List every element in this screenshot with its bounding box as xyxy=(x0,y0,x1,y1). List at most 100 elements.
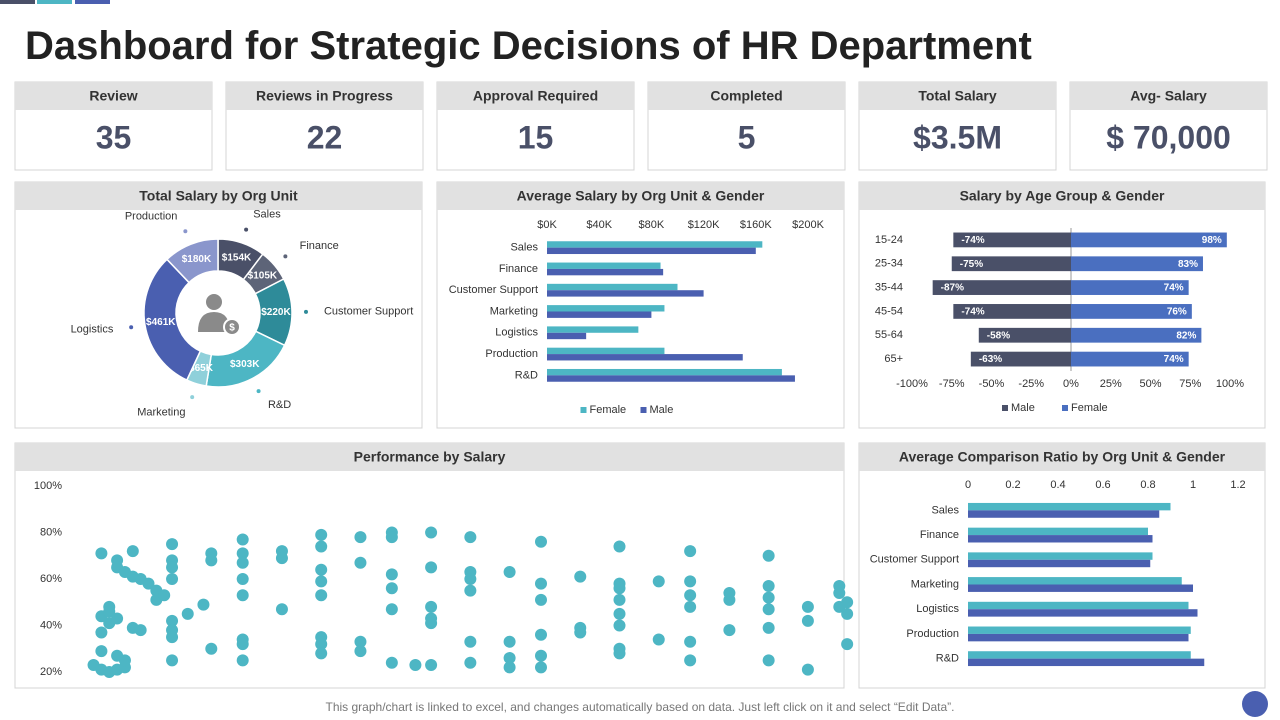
bar xyxy=(953,304,1071,319)
page-title: Dashboard for Strategic Decisions of HR … xyxy=(25,24,1032,68)
bar xyxy=(968,601,1189,610)
kpi-value: 22 xyxy=(307,119,343,155)
y-tick-label: 20% xyxy=(40,666,62,678)
scatter-point xyxy=(315,575,328,588)
legend-label: Male xyxy=(1011,402,1035,414)
scatter-point xyxy=(652,633,665,646)
scatter-point xyxy=(613,607,626,620)
scatter-point xyxy=(95,626,108,639)
scatter-point xyxy=(111,612,124,625)
y-category-label: 15-24 xyxy=(875,234,903,246)
x-tick-label: $80K xyxy=(639,219,665,231)
bar-value-label: -87% xyxy=(941,283,964,294)
bar xyxy=(932,280,1071,295)
bar xyxy=(968,577,1182,585)
bar-value-label: -74% xyxy=(961,307,984,318)
scatter-point xyxy=(801,663,814,676)
leader-dot xyxy=(129,325,134,330)
bar xyxy=(547,268,664,276)
scatter-point xyxy=(574,570,587,583)
corner-dot xyxy=(1242,691,1268,717)
leader-dot xyxy=(283,254,288,259)
bar xyxy=(1071,304,1192,319)
slice-value-label: $461K xyxy=(146,317,176,328)
slice-value-label: $220K xyxy=(261,307,291,318)
x-tick-label: $160K xyxy=(740,219,772,231)
bar-value-label: 76% xyxy=(1167,307,1187,318)
kpi-value: $ 70,000 xyxy=(1106,119,1231,155)
scatter-point xyxy=(315,563,328,576)
bar xyxy=(547,354,743,361)
scatter-point xyxy=(158,589,171,602)
scatter-point xyxy=(684,575,697,588)
x-tick-label: 0 xyxy=(965,479,971,491)
slice-category-label: Customer Support xyxy=(324,306,413,318)
kpi-label: Reviews in Progress xyxy=(256,88,393,104)
scatter-point xyxy=(236,638,249,651)
bar xyxy=(968,527,1148,536)
y-category-label: Production xyxy=(485,348,538,360)
panel-header xyxy=(15,443,844,471)
slice-category-label: Sales xyxy=(253,208,281,220)
scatter-point xyxy=(236,654,249,667)
donut-slice xyxy=(165,238,219,284)
y-category-label: Production xyxy=(906,628,959,640)
bar xyxy=(968,559,1151,568)
scatter-point xyxy=(762,591,775,604)
scatter-point xyxy=(841,607,854,620)
bar xyxy=(970,351,1071,367)
legend-label: Male xyxy=(650,404,674,416)
x-tick-label: 1.2 xyxy=(1230,479,1245,491)
scatter-point xyxy=(464,573,477,585)
panel-header xyxy=(859,182,1265,210)
scatter-point xyxy=(464,635,477,648)
scatter-point xyxy=(181,607,194,620)
scatter-point xyxy=(613,619,626,632)
scatter-point xyxy=(111,649,124,662)
scatter-point xyxy=(236,533,249,546)
bar-value-label: 83% xyxy=(1178,259,1198,270)
bar-value-label: -75% xyxy=(960,259,983,270)
bar xyxy=(968,626,1191,634)
bar-value-label: -63% xyxy=(979,354,1002,365)
scatter-point xyxy=(409,659,422,672)
scatter-point xyxy=(503,661,516,674)
scatter-point xyxy=(166,538,179,551)
scatter-point xyxy=(95,547,108,560)
bar-value-label: 74% xyxy=(1164,354,1184,365)
bar xyxy=(1071,280,1189,295)
x-tick-label: 1 xyxy=(1190,479,1196,491)
scatter-point xyxy=(684,600,697,613)
scatter-point xyxy=(762,603,775,616)
y-tick-label: 60% xyxy=(40,573,62,585)
bar xyxy=(547,283,678,291)
x-tick-label: 0.8 xyxy=(1140,479,1155,491)
panel-title: Average Comparison Ratio by Org Unit & G… xyxy=(899,449,1226,465)
bar xyxy=(547,347,665,355)
bar xyxy=(547,332,587,340)
scatter-point xyxy=(275,603,288,616)
bar-value-label: -74% xyxy=(961,235,984,246)
y-category-label: 65+ xyxy=(884,353,903,365)
x-tick-label: $120K xyxy=(688,219,720,231)
scatter-point xyxy=(166,561,179,574)
kpi-value: 15 xyxy=(518,119,554,155)
bar xyxy=(953,232,1071,248)
scatter-point xyxy=(425,617,438,630)
y-category-label: 55-64 xyxy=(875,329,903,341)
scatter-point xyxy=(841,638,854,651)
svg-text:$: $ xyxy=(229,323,235,334)
scatter-point xyxy=(354,635,367,648)
bar xyxy=(547,326,639,333)
kpi-label: Approval Required xyxy=(473,88,598,104)
scatter-point xyxy=(166,573,179,585)
bar xyxy=(547,290,704,297)
bar xyxy=(547,247,756,255)
scatter-point xyxy=(535,535,547,548)
kpi-header xyxy=(437,82,634,110)
y-category-label: R&D xyxy=(515,369,538,381)
panel xyxy=(436,181,845,429)
scatter-point xyxy=(801,600,814,613)
bar xyxy=(1071,232,1227,248)
bar xyxy=(968,510,1160,518)
